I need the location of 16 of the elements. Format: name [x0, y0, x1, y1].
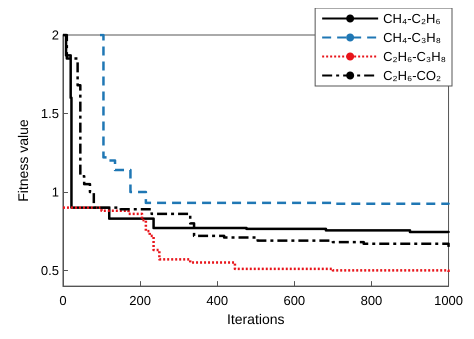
- x-tick-label: 1000: [434, 293, 463, 308]
- x-tick-label: 800: [360, 293, 382, 308]
- legend-label: C₂H₆-CO₂: [383, 68, 442, 83]
- y-tick-label: 0.5: [40, 262, 59, 278]
- x-tick-label: 600: [283, 293, 306, 308]
- x-axis-title: Iterations: [226, 311, 285, 327]
- x-tick-label: 400: [206, 293, 228, 308]
- legend-label: CH₄-C₃H₈: [383, 30, 442, 45]
- legend-label: CH₄-C₂H₆: [383, 11, 441, 26]
- x-tick-label: 200: [129, 293, 151, 308]
- y-tick-label: 2: [52, 28, 59, 42]
- legend-label: C₂H₆-C₃H₈: [383, 49, 446, 64]
- y-tick-label: 1.5: [40, 106, 59, 121]
- y-tick-label: 1: [52, 184, 59, 200]
- y-axis-title: Fitness value: [15, 119, 31, 202]
- x-tick-label: 0: [59, 293, 67, 308]
